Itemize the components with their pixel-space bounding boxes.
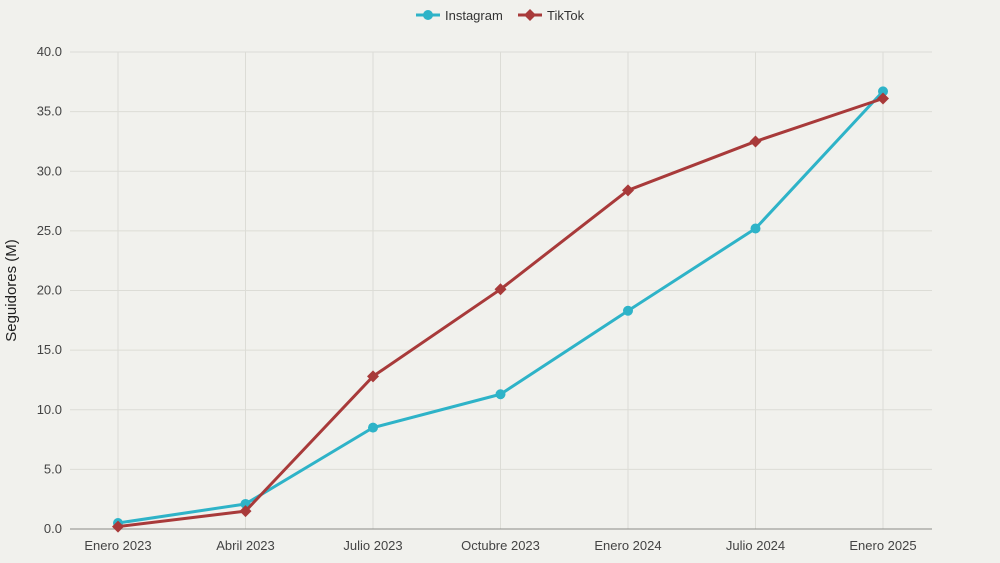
x-tick-label: Enero 2025 [849, 538, 916, 553]
x-tick-label: Julio 2023 [343, 538, 402, 553]
instagram-point [878, 86, 888, 97]
instagram-point [368, 422, 378, 433]
y-axis: 0.0 5.0 10.0 15.0 20.0 25.0 30.0 35.0 40.0 [37, 44, 62, 536]
x-tick-label: Enero 2024 [594, 538, 661, 553]
instagram-point [623, 305, 633, 316]
y-tick-label: 20.0 [37, 283, 62, 298]
y-tick-label: 5.0 [44, 461, 62, 476]
instagram-point [495, 389, 506, 400]
tiktok-point [367, 370, 379, 383]
legend-item-tiktok: TikTok [518, 8, 585, 23]
tiktok-point [494, 283, 507, 296]
y-tick-label: 40.0 [37, 44, 62, 59]
grid [70, 51, 932, 529]
tiktok-point [112, 520, 124, 533]
y-tick-label: 35.0 [37, 104, 62, 119]
y-axis-title: Seguidores (M) [3, 239, 20, 342]
legend-item-instagram: Instagram [416, 8, 503, 23]
tiktok-point [749, 135, 762, 148]
legend-label: Instagram [445, 8, 503, 23]
tiktok-point [877, 92, 889, 105]
legend-marker [524, 9, 536, 21]
series-layer [112, 86, 889, 533]
tiktok-point [622, 184, 634, 197]
y-tick-label: 0.0 [44, 521, 62, 536]
y-tick-label: 15.0 [37, 342, 62, 357]
x-axis: Enero 2023 Abril 2023 Julio 2023 Octubre 20… [70, 528, 932, 553]
instagram-point [750, 223, 761, 234]
x-tick-label: Julio 2024 [726, 538, 785, 553]
y-tick-label: 10.0 [37, 402, 62, 417]
y-tick-label: 25.0 [37, 223, 62, 238]
legend-marker [423, 10, 433, 20]
x-tick-label: Octubre 2023 [461, 538, 540, 553]
x-tick-label: Abril 2023 [216, 538, 275, 553]
y-tick-label: 30.0 [37, 163, 62, 178]
tiktok-point [239, 505, 252, 518]
x-tick-label: Enero 2023 [84, 538, 151, 553]
legend-label: TikTok [547, 8, 585, 23]
legend: Instagram TikTok [416, 8, 585, 23]
series-tiktok [112, 92, 889, 533]
